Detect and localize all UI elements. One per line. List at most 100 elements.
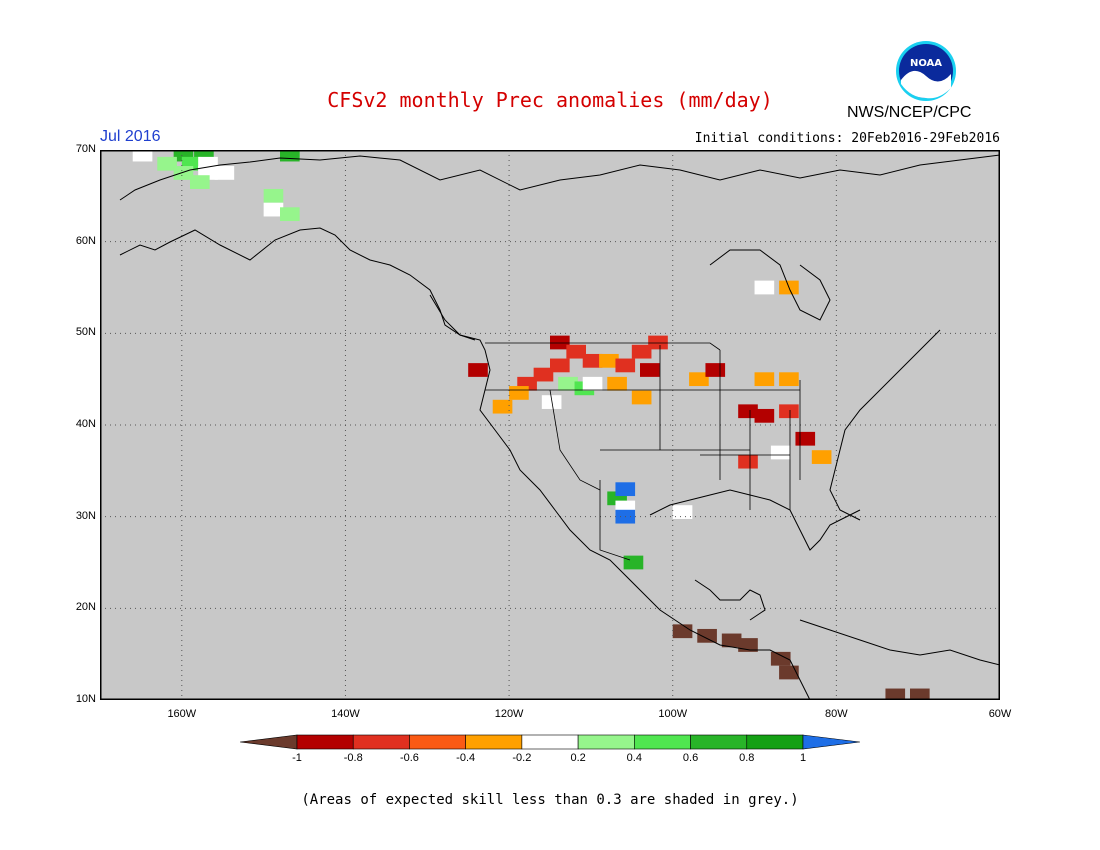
colorbar-tick-label: -1	[292, 752, 302, 764]
anomaly-cell	[492, 399, 513, 414]
anomaly-cell	[566, 344, 586, 359]
anomaly-cell	[779, 404, 799, 419]
anomaly-cell	[263, 202, 284, 217]
anomaly-cell	[582, 353, 603, 368]
colorbar-tick-label: -0.4	[456, 752, 476, 764]
colorbar-bin	[240, 734, 298, 750]
agency-label: NWS/NCEP/CPC	[847, 104, 972, 121]
anomaly-cell	[885, 688, 906, 700]
anomaly-cell	[509, 386, 529, 400]
lon-tick-label: 160W	[167, 708, 197, 720]
anomaly-cell	[672, 624, 693, 639]
north-coast	[119, 154, 1000, 201]
colorbar-tick-label: 0.2	[570, 752, 586, 764]
anomaly-cell	[157, 156, 177, 171]
lat-tick-label: 20N	[75, 601, 96, 614]
gulf-coast	[649, 489, 861, 551]
colorbar-tick-label: -0.8	[343, 752, 363, 764]
anomaly-cell	[779, 665, 799, 680]
anomaly-cell	[770, 651, 791, 666]
colorbar-tick-label: 1	[799, 752, 807, 764]
anomaly-cell	[582, 376, 603, 391]
anomaly-cell	[468, 363, 488, 377]
anomaly-cell	[550, 358, 570, 373]
yucatan	[694, 579, 766, 621]
footnote: (Areas of expected skill less than 0.3 a…	[301, 792, 799, 808]
colorbar-bin	[577, 734, 635, 750]
lon-tick-label: 100W	[658, 708, 688, 720]
anomaly-cell	[558, 376, 578, 391]
lat-tick-label: 70N	[75, 143, 96, 155]
caribbean-coast	[799, 619, 1000, 666]
anomaly-cell	[615, 482, 636, 497]
anomaly-cell	[910, 688, 930, 700]
anomaly-cell	[623, 555, 644, 570]
anomaly-cell	[648, 335, 668, 350]
colorbar-bin	[465, 734, 523, 750]
initial-conditions: Initial conditions: 20Feb2016-29Feb2016	[694, 131, 1000, 146]
anomaly-cell	[194, 150, 214, 162]
coastlines	[119, 154, 1000, 700]
hudson-bay	[709, 249, 831, 321]
anomaly-cell	[738, 404, 758, 419]
anomaly-cell	[705, 363, 726, 377]
anomaly-cell	[738, 454, 758, 469]
anomaly-cell	[779, 372, 799, 387]
colorbar-bin	[409, 734, 466, 750]
colorbar-tick-label: 0.8	[739, 752, 755, 764]
colorbar-tick-label: 0.4	[626, 752, 642, 764]
lat-tick-label: 60N	[75, 234, 96, 247]
lat-tick-label: 50N	[75, 326, 96, 339]
map-frame	[100, 150, 1000, 700]
forecast-period: Jul 2016	[100, 128, 161, 145]
lat-tick-label: 30N	[75, 509, 96, 522]
anomaly-cell	[173, 166, 194, 180]
anomaly-cell	[754, 372, 775, 387]
colorbar-bin	[634, 734, 691, 750]
anomaly-cell	[280, 150, 300, 162]
anomaly-cell	[672, 505, 693, 519]
anomaly-cell	[754, 408, 775, 423]
anomaly-cell	[190, 175, 210, 189]
anomaly-cell	[721, 633, 742, 648]
anomaly-cell	[263, 188, 284, 203]
colorbar-bin	[746, 734, 804, 750]
colorbar-bin	[521, 734, 579, 750]
gridlines	[100, 150, 1000, 700]
colorbar-tick-label: -0.6	[399, 752, 419, 764]
lon-tick-label: 140W	[331, 708, 360, 720]
anomaly-cells	[132, 150, 930, 700]
anomaly-cell	[631, 344, 652, 359]
colorbar-bin	[802, 734, 860, 750]
anomaly-cell	[214, 166, 235, 180]
anomaly-cell	[697, 628, 717, 643]
anomaly-cell	[811, 450, 832, 464]
anomaly-cell	[631, 390, 652, 405]
state-borders	[485, 342, 801, 561]
west-coast	[429, 294, 811, 700]
noaa-logo-icon: NOAA	[895, 40, 957, 102]
anomaly-cell	[132, 150, 153, 162]
east-coast	[829, 329, 941, 521]
colorbar	[240, 734, 860, 750]
anomaly-map	[100, 150, 1000, 700]
alaska-coast	[119, 227, 476, 341]
colorbar-bin	[352, 734, 410, 750]
anomaly-cell	[599, 353, 619, 368]
lon-tick-label: 120W	[494, 708, 524, 720]
lon-tick-label: 80W	[825, 708, 848, 720]
anomaly-cell	[550, 335, 570, 350]
colorbar-bin	[690, 734, 748, 750]
lat-tick-label: 10N	[75, 693, 96, 705]
colorbar-tick-label: 0.6	[682, 752, 699, 764]
anomaly-cell	[689, 372, 709, 387]
anomaly-cell	[533, 367, 554, 382]
anomaly-cell	[280, 207, 300, 222]
lat-tick-label: 40N	[75, 418, 96, 430]
colorbar-tick-label: -0.2	[512, 752, 532, 764]
anomaly-cell	[640, 363, 660, 377]
chart-title: CFSv2 monthly Prec anomalies (mm/day)	[327, 88, 773, 112]
lon-tick-label: 60W	[988, 708, 1012, 720]
anomaly-cell	[754, 280, 775, 295]
anomaly-cell	[615, 358, 636, 373]
